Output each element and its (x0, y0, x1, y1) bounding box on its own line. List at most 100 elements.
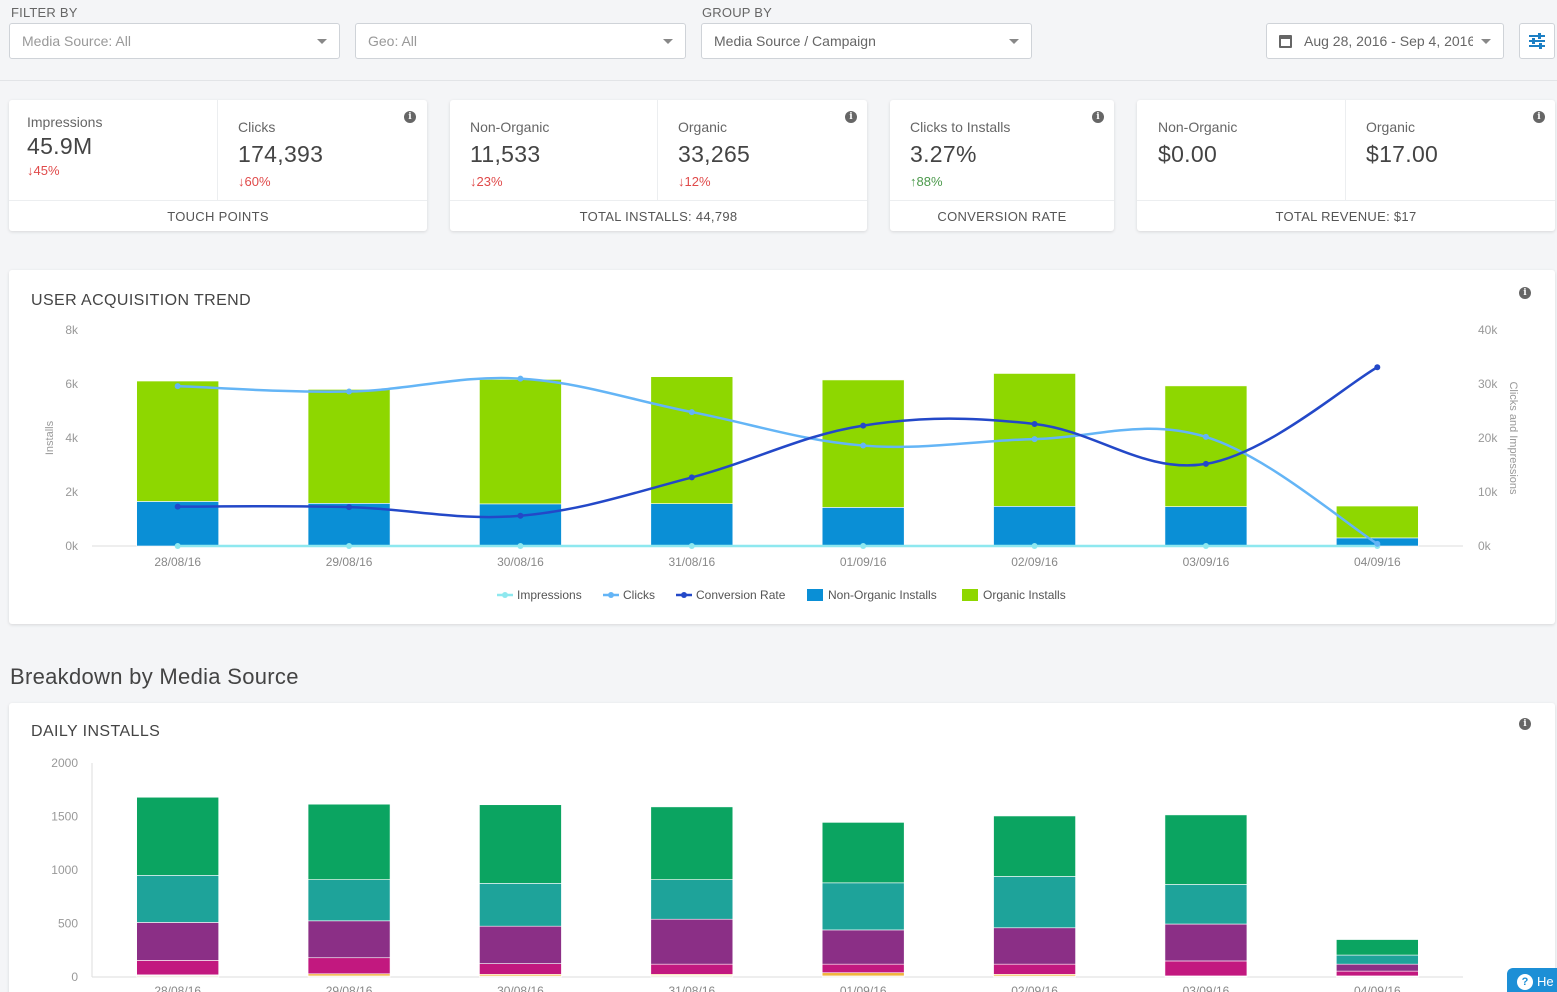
filter-divider (0, 80, 1557, 81)
series-line (177, 366, 1378, 519)
x-tick-label: 03/09/16 (1183, 555, 1230, 569)
bar-segment (307, 973, 391, 977)
data-point (1202, 460, 1209, 467)
data-point (174, 503, 181, 510)
x-tick-label: 04/09/16 (1354, 984, 1401, 992)
metric-label: Clicks to Installs (910, 119, 1011, 135)
delta-value: 88% (916, 174, 943, 189)
legend-label: Clicks (623, 588, 655, 602)
bar-segment (650, 879, 734, 920)
data-point (688, 409, 695, 416)
x-tick-label: 03/09/16 (1183, 984, 1230, 992)
bar-segment (821, 882, 905, 931)
bar-segment (136, 796, 219, 876)
conversion-metric: Clicks to Installs 3.27% ↑88% (892, 100, 1092, 200)
bar-segment (821, 822, 905, 884)
filter-settings-button[interactable] (1519, 23, 1555, 59)
x-tick-label: 31/08/16 (668, 984, 715, 992)
bar-segment (1164, 884, 1248, 925)
legend-swatch (962, 589, 978, 601)
bar-segment (1164, 960, 1248, 977)
data-point (688, 474, 695, 481)
info-icon[interactable]: i (1092, 111, 1104, 123)
help-button[interactable]: ? He (1507, 968, 1557, 992)
impressions-metric: Impressions 45.9M ↓45% (9, 100, 217, 200)
data-point (517, 375, 524, 382)
media-source-value: Media Source: All (22, 33, 131, 49)
data-point (1374, 364, 1381, 371)
y-tick-label: 0 (71, 970, 78, 984)
revenue-card: Non-Organic $0.00 Organic $17.00 i TOTAL… (1137, 100, 1555, 231)
data-point (860, 422, 867, 429)
date-range-value: Aug 28, 2016 - Sep 4, 2016 (1304, 33, 1473, 49)
card-footer: TOTAL REVENUE: $17 (1137, 200, 1555, 231)
data-point (346, 504, 353, 511)
legend-swatch-dot (608, 592, 614, 598)
media-source-dropdown[interactable]: Media Source: All (9, 23, 340, 59)
legend-swatch-dot (502, 592, 508, 598)
bar-segment (307, 803, 391, 880)
y-tick-label: 1000 (51, 863, 78, 877)
y-tick-label: 8k (65, 323, 79, 337)
data-point (517, 543, 524, 549)
nonorganic-revenue-metric: Non-Organic $0.00 (1140, 100, 1345, 200)
y2-axis-label: Clicks and Impressions (1507, 381, 1519, 495)
y-tick-label: 2000 (51, 756, 78, 770)
x-tick-label: 30/08/16 (497, 984, 544, 992)
info-icon[interactable]: i (1533, 111, 1545, 123)
x-tick-label: 02/09/16 (1011, 555, 1058, 569)
info-icon[interactable]: i (1519, 718, 1531, 730)
group-by-value: Media Source / Campaign (714, 33, 876, 49)
sliders-icon (1529, 33, 1545, 49)
bar-segment (993, 876, 1076, 929)
info-icon[interactable]: i (1519, 287, 1531, 299)
y-tick-label: 0k (65, 539, 79, 553)
bar-segment (650, 503, 734, 547)
metric-label: Non-Organic (470, 119, 550, 135)
data-point (860, 543, 867, 549)
delta-value: 45% (33, 163, 60, 178)
bar-segment (1336, 939, 1419, 956)
data-point (1202, 433, 1209, 440)
ua-trend-chart: 0k 2k 4k 6k 8k 0k 10k 20k 30k 40k Installs Clicks a… (44, 323, 1519, 602)
bar-segment (650, 963, 734, 975)
legend-swatch (807, 589, 823, 601)
chevron-down-icon (1009, 38, 1019, 44)
bar-segment (1336, 963, 1419, 972)
bar-segment (307, 879, 391, 922)
bar-segment (307, 503, 391, 547)
bar-segment (307, 389, 391, 504)
metric-delta: ↑88% (910, 174, 943, 189)
metric-label: Clicks (238, 119, 276, 135)
bar-segment (1164, 814, 1248, 885)
info-icon[interactable]: i (404, 111, 416, 123)
y-tick-label: 1500 (51, 810, 78, 824)
bar-segment (1336, 954, 1419, 965)
help-label: He (1537, 974, 1554, 989)
x-tick-label: 28/08/16 (154, 984, 201, 992)
divider (217, 100, 218, 200)
metric-value: 174,393 (238, 141, 324, 167)
bar-segment (821, 507, 905, 547)
card-footer: CONVERSION RATE (890, 200, 1114, 231)
clicks-metric: Clicks 174,393 ↓60% (220, 100, 420, 200)
legend-label: Organic Installs (983, 588, 1066, 602)
x-tick-label: 28/08/16 (154, 555, 201, 569)
group-by-dropdown[interactable]: Media Source / Campaign (701, 23, 1032, 59)
question-icon: ? (1517, 974, 1533, 990)
date-range-picker[interactable]: Aug 28, 2016 - Sep 4, 2016 (1266, 23, 1504, 59)
data-point (174, 383, 181, 390)
geo-dropdown[interactable]: Geo: All (355, 23, 686, 59)
bar-segment (136, 960, 219, 976)
data-point (174, 543, 181, 549)
bar-segment (650, 806, 734, 880)
legend-label: Non-Organic Installs (828, 588, 937, 602)
info-icon[interactable]: i (845, 111, 857, 123)
bar-segment (136, 380, 219, 502)
bar-segment (1164, 506, 1248, 547)
legend-label: Conversion Rate (696, 588, 786, 602)
y2-tick-label: 40k (1478, 323, 1498, 337)
y-axis-label: Installs (44, 420, 56, 455)
legend-label: Impressions (517, 588, 582, 602)
bar-segment (307, 920, 391, 959)
